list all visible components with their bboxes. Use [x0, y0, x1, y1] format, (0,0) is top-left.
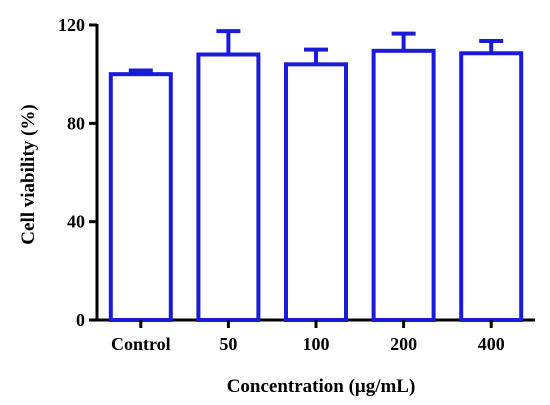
x-tick-label: 200 [390, 334, 417, 354]
x-tick-label: Control [111, 334, 171, 354]
y-tick-label: 120 [58, 15, 85, 35]
bars [108, 48, 524, 323]
y-tick-label: 40 [67, 212, 85, 232]
bar [196, 52, 261, 322]
bar [284, 62, 348, 323]
x-tick-label: 50 [219, 334, 237, 354]
x-tick-label: 400 [478, 334, 505, 354]
y-tick-label: 80 [67, 113, 85, 133]
y-tick-label: 0 [76, 310, 85, 330]
x-axis-title: Concentration (μg/mL) [227, 376, 416, 397]
bar [459, 51, 524, 322]
bar [108, 72, 173, 322]
x-ticks: Control 50 100 200 400 [111, 320, 505, 354]
bar [371, 48, 436, 322]
y-ticks: 0 40 80 120 [58, 15, 97, 330]
error-bars [128, 29, 504, 75]
x-tick-label: 100 [303, 334, 330, 354]
y-axis-title: Cell viability (%) [18, 104, 39, 244]
